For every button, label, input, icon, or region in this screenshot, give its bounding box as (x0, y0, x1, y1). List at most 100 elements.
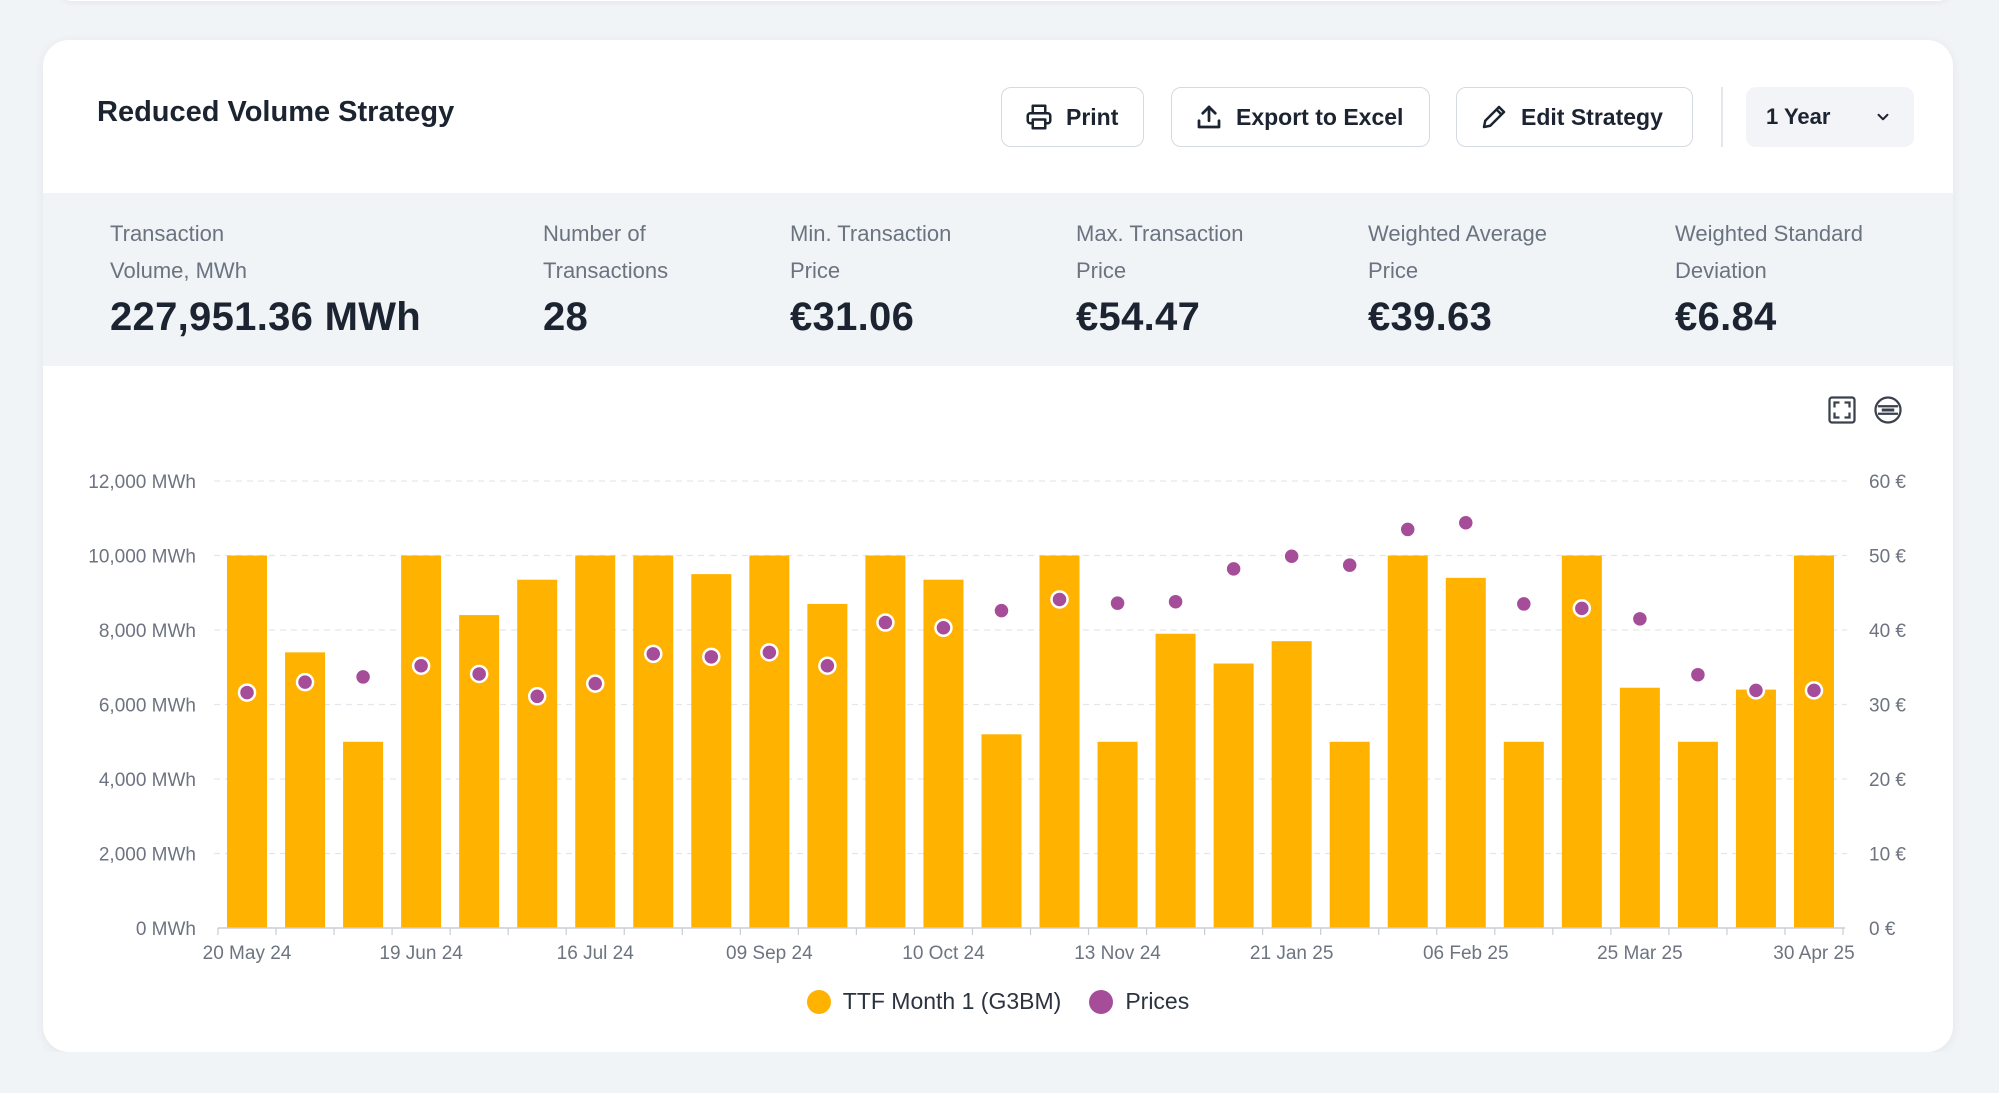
strategy-card: Reduced Volume Strategy Print Export to … (43, 40, 1953, 1052)
stat-number-of-transactions: Number of Transactions 28 (543, 215, 783, 340)
stat-value: 227,951.36 MWh (110, 295, 422, 339)
stat-value: 28 (543, 295, 589, 339)
x-tick-label: 13 Nov 24 (1074, 943, 1161, 964)
legend-label: Prices (1125, 988, 1190, 1014)
legend-item-volume[interactable]: TTF Month 1 (G3BM) (806, 988, 1062, 1015)
price-point (1050, 590, 1069, 609)
price-point (469, 664, 489, 684)
volume-bar (517, 579, 558, 928)
stat-label: Number of Transactions (543, 221, 669, 283)
stat-value: €39.63 (1368, 295, 1493, 339)
price-point (1804, 681, 1824, 700)
volume-bar (981, 734, 1022, 928)
period-select[interactable]: 1 Year (1746, 87, 1914, 147)
stat-label: Weighted Standard Deviation (1675, 221, 1863, 283)
volume-bar (459, 615, 500, 928)
x-tick-label: 16 Jul 24 (557, 943, 635, 964)
print-button[interactable]: Print (1001, 87, 1144, 147)
grid (214, 480, 1847, 855)
y-right-tick-label: 40 € (1869, 621, 1906, 642)
x-axis: 20 May 24 19 Jun 24 16 Jul 24 09 Sep 24 10 O… (203, 927, 1855, 964)
y-left-tick-label: 6,000 MWh (99, 696, 196, 717)
y-left-tick-label: 12,000 MWh (88, 472, 196, 493)
left-y-axis: 0 MWh 2,000 MWh 4,000 MWh 6,000 MWh 8,000 MW… (88, 472, 196, 940)
volume-bar (923, 579, 964, 928)
stat-label: Min. Transaction Price (790, 221, 952, 283)
print-label: Print (1066, 103, 1119, 130)
right-y-axis: 0 € 10 € 20 € 30 € 40 € 50 € 60 € (1869, 472, 1906, 940)
volume-bar (227, 555, 268, 928)
legend-swatch (1089, 989, 1114, 1014)
card-header: Reduced Volume Strategy Print Export to … (43, 40, 1953, 193)
price-point (1398, 520, 1417, 539)
page-title: Reduced Volume Strategy (97, 96, 455, 128)
header-divider (1721, 87, 1723, 147)
price-point (1572, 599, 1592, 618)
price-point (295, 672, 315, 692)
x-tick-label: 20 May 24 (203, 943, 292, 964)
pencil-icon (1482, 105, 1506, 129)
volume-bar (807, 603, 848, 928)
price-point (1456, 513, 1476, 532)
stat-min-transaction-price: Min. Transaction Price €31.06 (790, 215, 1030, 340)
stat-label: Transaction Volume, MWh (110, 221, 247, 283)
volume-bar (1271, 641, 1312, 928)
volume-bar (1387, 555, 1428, 928)
x-tick-label: 06 Feb 25 (1423, 943, 1509, 964)
price-point (1108, 593, 1127, 613)
volume-bar (1213, 663, 1254, 928)
reset-zoom-icon[interactable] (1873, 395, 1903, 425)
price-point (1514, 594, 1534, 614)
y-right-tick-label: 30 € (1869, 696, 1906, 717)
fullscreen-icon[interactable] (1827, 395, 1857, 425)
x-tick-label: 30 Apr 25 (1773, 943, 1854, 964)
volume-bar (1039, 555, 1080, 928)
volume-bar (749, 555, 790, 928)
price-point (644, 644, 663, 664)
x-tick-label: 09 Sep 24 (726, 943, 813, 964)
export-label: Export to Excel (1236, 103, 1404, 130)
volume-bar (1793, 555, 1834, 928)
price-point (1746, 681, 1766, 700)
y-left-tick-label: 10,000 MWh (88, 547, 196, 568)
edit-strategy-button[interactable]: Edit Strategy (1456, 87, 1693, 147)
volume-bar (1097, 741, 1138, 928)
edit-label: Edit Strategy (1521, 103, 1663, 130)
printer-icon (1026, 104, 1052, 130)
volume-bar (401, 555, 442, 928)
price-point (818, 656, 837, 676)
volume-bar (1503, 741, 1544, 928)
stat-value: €31.06 (790, 295, 915, 339)
page-bottom (0, 1052, 1999, 1093)
volume-bar (691, 574, 732, 928)
stat-weighted-std-deviation: Weighted Standard Deviation €6.84 (1675, 215, 1915, 340)
y-left-tick-label: 8,000 MWh (99, 621, 196, 642)
price-point (992, 601, 1011, 620)
stat-max-transaction-price: Max. Transaction Price €54.47 (1076, 215, 1316, 340)
price-point (1630, 609, 1650, 629)
volume-bar (865, 555, 906, 928)
legend-label: TTF Month 1 (G3BM) (842, 988, 1062, 1014)
price-point (585, 674, 605, 693)
x-tick-label: 25 Mar 25 (1597, 943, 1683, 964)
price-point (702, 647, 721, 667)
export-excel-button[interactable]: Export to Excel (1171, 87, 1430, 147)
price-point (1282, 546, 1301, 566)
volume-bar (343, 741, 384, 928)
stats-panel: Transaction Volume, MWh 227,951.36 MWh Nu… (43, 193, 1953, 366)
y-right-tick-label: 60 € (1869, 472, 1906, 493)
chevron-down-icon (1877, 113, 1889, 121)
y-left-tick-label: 2,000 MWh (99, 845, 196, 866)
volume-bar (1445, 577, 1486, 928)
x-tick-label: 10 Oct 24 (902, 943, 985, 964)
volume-bar (1677, 741, 1718, 928)
price-point (934, 618, 953, 638)
x-tick-label: 21 Jan 25 (1250, 943, 1333, 964)
previous-card (58, 0, 1952, 1)
volume-bar (1155, 633, 1196, 928)
y-left-tick-label: 4,000 MWh (99, 770, 196, 791)
legend-item-prices[interactable]: Prices (1089, 988, 1189, 1015)
price-point (760, 643, 779, 662)
y-right-tick-label: 20 € (1869, 770, 1906, 791)
volume-bar (1619, 687, 1660, 928)
